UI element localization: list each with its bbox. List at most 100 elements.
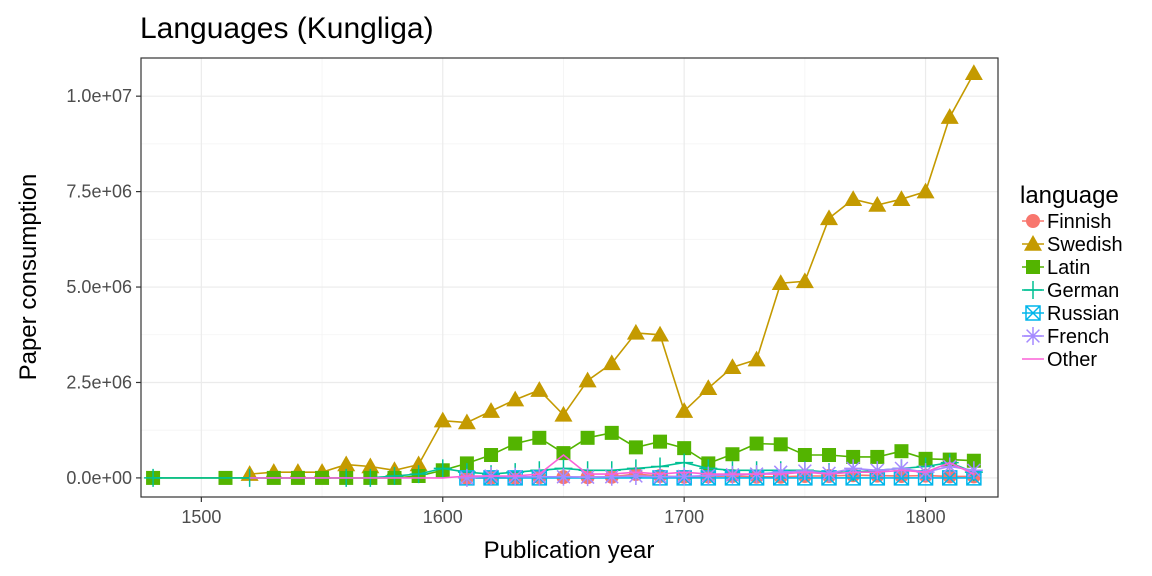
- y-axis: 0.0e+00 2.5e+06 5.0e+06 7.5e+06 1.0e+07: [66, 86, 141, 488]
- data-point-latin: [797, 448, 812, 463]
- data-point-french: [554, 467, 573, 486]
- data-point-latin: [532, 430, 547, 445]
- data-point-swedish: [361, 457, 380, 474]
- data-point-latin: [822, 448, 837, 463]
- data-point-swedish: [626, 323, 645, 340]
- plot-border: [140, 57, 999, 498]
- data-point-swedish: [651, 325, 670, 342]
- data-point-swedish: [916, 182, 935, 199]
- data-point-swedish: [723, 358, 742, 374]
- chart-title: Languages (Kungliga): [140, 12, 434, 45]
- y-tick-label: 7.5e+06: [66, 182, 132, 202]
- series-layer: [144, 64, 983, 487]
- data-point-swedish: [699, 379, 718, 395]
- data-point-latin: [604, 425, 619, 440]
- data-point-french: [626, 467, 645, 486]
- data-point-latin: [773, 437, 788, 452]
- y-axis-title: Paper consumption: [15, 174, 42, 381]
- data-point-french: [602, 467, 621, 486]
- x-axis: 1500 1600 1700 1800: [181, 497, 946, 527]
- data-point-french: [530, 467, 549, 486]
- data-point-swedish: [337, 455, 356, 472]
- data-point-latin: [894, 444, 909, 459]
- data-point-swedish: [868, 195, 887, 212]
- legend-key-french: [1024, 327, 1042, 345]
- legend-label-latin: Latin: [1047, 257, 1090, 279]
- data-point-french: [892, 459, 911, 478]
- data-point-french: [699, 466, 718, 485]
- data-point-french: [651, 467, 670, 486]
- data-point-german: [385, 467, 404, 486]
- data-point-french: [868, 461, 887, 480]
- x-tick-label: 1500: [181, 507, 221, 527]
- series-line-french: [466, 465, 975, 479]
- x-tick-label: 1800: [906, 507, 946, 527]
- data-point-german: [409, 465, 428, 484]
- data-point-swedish: [554, 405, 573, 422]
- legend-label-finnish: Finnish: [1047, 211, 1111, 233]
- data-point-swedish: [844, 190, 863, 206]
- series-line-swedish: [249, 72, 975, 475]
- legend-label-french: French: [1047, 326, 1109, 348]
- data-point-swedish: [457, 413, 476, 430]
- series-other: [249, 453, 975, 479]
- data-point-french: [771, 463, 790, 482]
- legend-title: language: [1020, 182, 1119, 209]
- data-point-latin: [966, 453, 981, 468]
- legend-key-finnish: [1026, 214, 1040, 228]
- data-point-french: [578, 468, 597, 487]
- legend-label-russian: Russian: [1047, 303, 1119, 325]
- data-point-swedish: [820, 209, 839, 226]
- data-point-swedish: [482, 402, 501, 418]
- y-tick-label: 2.5e+06: [66, 372, 132, 392]
- data-point-latin: [653, 434, 668, 449]
- data-point-latin: [677, 441, 692, 456]
- data-point-latin: [508, 436, 523, 451]
- data-point-russian: [941, 470, 958, 486]
- grid: [141, 58, 998, 497]
- data-point-latin: [580, 430, 595, 445]
- data-point-finnish: [942, 469, 957, 484]
- y-tick-label: 1.0e+07: [66, 86, 132, 106]
- data-point-swedish: [506, 390, 525, 407]
- series-swedish: [240, 64, 983, 481]
- legend-label-swedish: Swedish: [1047, 234, 1123, 256]
- data-point-latin: [556, 446, 571, 461]
- data-point-latin: [484, 448, 499, 463]
- legend-key-german: [1024, 281, 1042, 299]
- data-point-french: [844, 459, 863, 478]
- x-tick-label: 1600: [423, 507, 463, 527]
- legend-key-latin: [1026, 260, 1040, 274]
- legend-label-german: German: [1047, 280, 1119, 302]
- y-tick-label: 0.0e+00: [66, 468, 132, 488]
- data-point-swedish: [892, 190, 911, 206]
- legend-key-swedish: [1024, 235, 1042, 251]
- data-point-swedish: [602, 354, 621, 371]
- y-tick-label: 5.0e+06: [66, 277, 132, 297]
- data-point-swedish: [747, 350, 766, 367]
- data-point-latin: [749, 436, 764, 451]
- data-point-french: [940, 457, 959, 476]
- legend-label-other: Other: [1047, 349, 1097, 371]
- data-point-latin: [870, 449, 885, 464]
- data-point-swedish: [964, 64, 983, 81]
- data-point-swedish: [578, 371, 597, 388]
- data-point-latin: [846, 449, 861, 464]
- data-point-german: [144, 468, 163, 487]
- data-point-german: [433, 459, 452, 478]
- data-point-french: [675, 467, 694, 486]
- data-point-swedish: [409, 455, 428, 472]
- x-axis-title: Publication year: [484, 537, 655, 564]
- data-point-swedish: [771, 274, 790, 290]
- data-point-swedish: [940, 108, 959, 124]
- data-point-swedish: [433, 411, 452, 428]
- series-line-other: [249, 453, 975, 479]
- data-point-french: [795, 462, 814, 481]
- data-point-swedish: [675, 402, 694, 418]
- data-point-latin: [725, 447, 740, 462]
- legend-key-russian: [1025, 305, 1041, 321]
- data-point-latin: [628, 440, 643, 455]
- x-tick-label: 1700: [664, 507, 704, 527]
- data-point-swedish: [530, 381, 549, 397]
